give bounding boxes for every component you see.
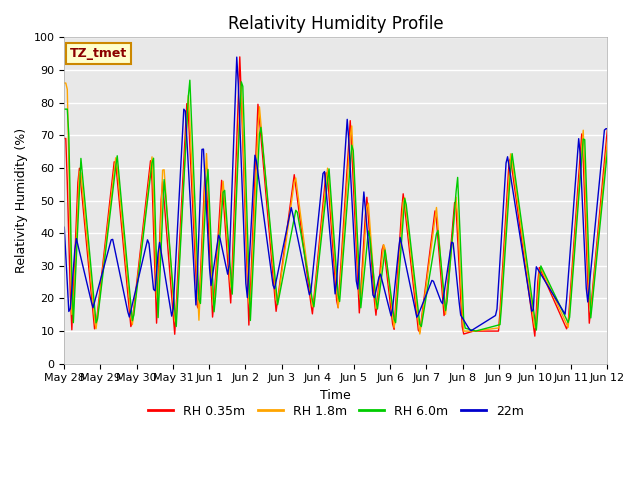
Line: RH 6.0m: RH 6.0m <box>64 80 607 331</box>
RH 1.8m <box>250 234 257 240</box>
22m <box>242 280 250 286</box>
RH 1.8m <box>241 169 248 175</box>
22m <box>604 126 611 132</box>
RH 6.0m <box>577 176 584 181</box>
RH 0.35m <box>531 333 539 339</box>
22m <box>233 54 241 60</box>
RH 1.8m <box>575 186 582 192</box>
22m <box>127 308 134 313</box>
RH 1.8m <box>222 220 230 226</box>
RH 0.35m <box>300 242 307 248</box>
RH 0.35m <box>251 177 259 182</box>
RH 6.0m <box>224 229 232 235</box>
RH 6.0m <box>472 328 479 334</box>
RH 6.0m <box>251 225 259 231</box>
Title: Relativity Humidity Profile: Relativity Humidity Profile <box>228 15 444 33</box>
Text: TZ_tmet: TZ_tmet <box>70 47 127 60</box>
RH 1.8m <box>298 222 306 228</box>
RH 0.35m <box>127 324 134 329</box>
22m <box>577 152 584 157</box>
RH 1.8m <box>416 331 424 337</box>
RH 6.0m <box>60 106 68 112</box>
RH 0.35m <box>604 126 611 132</box>
RH 0.35m <box>577 152 584 158</box>
Line: 22m: 22m <box>64 57 607 331</box>
22m <box>60 224 68 230</box>
RH 1.8m <box>60 80 68 86</box>
Legend: RH 0.35m, RH 1.8m, RH 6.0m, 22m: RH 0.35m, RH 1.8m, RH 6.0m, 22m <box>143 400 529 423</box>
RH 0.35m <box>60 136 68 142</box>
X-axis label: Time: Time <box>321 389 351 402</box>
22m <box>467 328 475 334</box>
Y-axis label: Relativity Humidity (%): Relativity Humidity (%) <box>15 128 28 273</box>
RH 0.35m <box>242 230 250 236</box>
RH 6.0m <box>127 301 134 307</box>
22m <box>300 263 307 268</box>
Line: RH 0.35m: RH 0.35m <box>64 57 607 336</box>
22m <box>251 152 259 158</box>
22m <box>222 264 230 270</box>
RH 0.35m <box>236 54 244 60</box>
RH 6.0m <box>300 245 307 251</box>
RH 6.0m <box>242 177 250 183</box>
Line: RH 1.8m: RH 1.8m <box>64 83 607 334</box>
RH 6.0m <box>604 148 611 154</box>
RH 6.0m <box>186 77 194 83</box>
RH 0.35m <box>222 236 230 242</box>
RH 1.8m <box>127 312 134 318</box>
RH 1.8m <box>604 137 611 143</box>
